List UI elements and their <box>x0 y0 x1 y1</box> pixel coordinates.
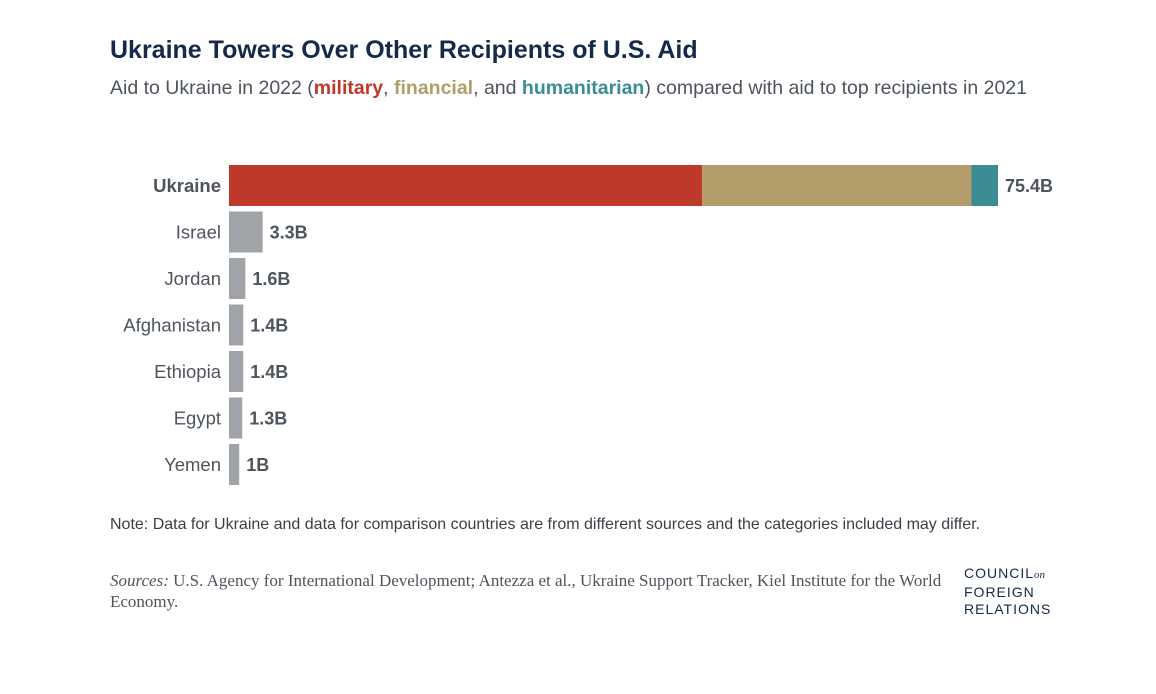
logo-line1: COUNCIL <box>964 565 1035 581</box>
category-label-ethiopia: Ethiopia <box>154 361 222 382</box>
bar-chart: Ukraine 75.4B Israel 3.3B Jordan 1.6B Afghanis… <box>123 165 1053 485</box>
category-label-jordan: Jordan <box>164 268 221 289</box>
value-label-yemen: 1B <box>246 455 269 475</box>
sources-text: U.S. Agency for International Developmen… <box>110 571 942 611</box>
subtitle-military: military <box>313 77 384 99</box>
logo-line2: FOREIGN <box>964 584 1035 600</box>
subtitle-humanitarian: humanitarian <box>521 77 645 99</box>
value-label-afghanistan: 1.4B <box>250 316 288 336</box>
bar-yemen <box>229 444 240 485</box>
category-label-afghanistan: Afghanistan <box>123 315 221 336</box>
subtitle-sep2: , and <box>473 77 522 99</box>
bar-egypt <box>229 397 243 439</box>
bar-israel <box>229 211 263 253</box>
subtitle-prefix: Aid to Ukraine in 2022 ( <box>110 77 314 99</box>
value-label-israel: 3.3B <box>270 223 308 243</box>
cfr-logo: COUNCILon FOREIGN RELATIONS <box>964 565 1074 618</box>
logo-line3: RELATIONS <box>964 601 1052 617</box>
category-label-ukraine: Ukraine <box>153 175 221 196</box>
subtitle-financial: financial <box>394 77 474 99</box>
logo-on: on <box>1034 569 1046 581</box>
bar-ethiopia <box>229 351 244 392</box>
chart-title: Ukraine Towers Over Other Recipients of … <box>110 36 698 64</box>
sources-label: Sources: <box>110 571 169 590</box>
bar-jordan <box>229 258 246 299</box>
chart-note: Note: Data for Ukraine and data for comp… <box>110 516 981 533</box>
category-label-yemen: Yemen <box>164 454 221 475</box>
category-label-israel: Israel <box>176 222 221 243</box>
chart-sources: Sources: U.S. Agency for International D… <box>110 570 960 612</box>
value-label-egypt: 1.3B <box>249 409 287 429</box>
value-label-jordan: 1.6B <box>252 269 290 289</box>
bar-ukraine-financial <box>702 165 972 206</box>
subtitle-sep1: , <box>383 77 394 99</box>
bar-afghanistan <box>229 304 244 346</box>
bar-ukraine-humanitarian <box>971 165 998 206</box>
value-label-ukraine: 75.4B <box>1005 176 1053 196</box>
value-label-ethiopia: 1.4B <box>250 362 288 382</box>
chart-subtitle: Aid to Ukraine in 2022 (military, financ… <box>110 76 1070 100</box>
subtitle-suffix: ) compared with aid to top recipients in… <box>644 77 1027 99</box>
category-label-egypt: Egypt <box>174 408 221 429</box>
bar-ukraine-military <box>229 165 703 206</box>
